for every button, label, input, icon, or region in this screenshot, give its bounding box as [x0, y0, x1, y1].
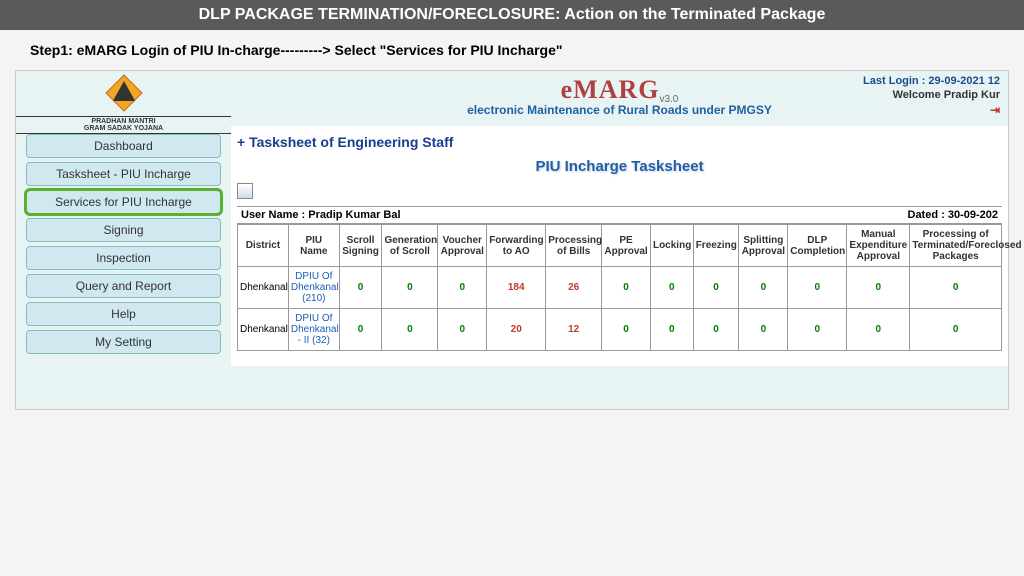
brand-main: eMARG: [561, 75, 660, 104]
col-header: Manual Expenditure Approval: [847, 225, 910, 267]
pmgsy-logo-icon: [104, 73, 144, 113]
tasksheet-table: DistrictPIU NameScroll SigningGeneration…: [237, 224, 1002, 351]
session-info: Last Login : 29-09-2021 12 Welcome Pradi…: [863, 75, 1000, 117]
col-header: Voucher Approval: [438, 225, 487, 267]
cell-value: 20: [487, 309, 546, 351]
cell-value: 184: [487, 267, 546, 309]
cell-value: 0: [438, 309, 487, 351]
page-banner: DLP PACKAGE TERMINATION/FORECLOSURE: Act…: [0, 0, 1024, 30]
col-header: Splitting Approval: [739, 225, 788, 267]
cell-value: 0: [602, 309, 651, 351]
content-subtitle: PIU Incharge Tasksheet: [237, 158, 1002, 175]
cell-value: 0: [693, 267, 739, 309]
step-label: Step1:: [30, 42, 73, 58]
cell-value: 0: [739, 267, 788, 309]
cell-value: 0: [602, 267, 651, 309]
cell-value: 0: [339, 267, 382, 309]
cell-value: 0: [693, 309, 739, 351]
table-row: DhenkanalDPIU Of Dhenkanal (210)00018426…: [238, 267, 1002, 309]
cell-value: 0: [788, 267, 847, 309]
sidebar-item-signing[interactable]: Signing: [26, 218, 221, 242]
cell-value: 0: [382, 267, 438, 309]
col-header: Freezing: [693, 225, 739, 267]
sidebar-item-tasksheet-piu-incharge[interactable]: Tasksheet - PIU Incharge: [26, 162, 221, 186]
col-header: Processing of Terminated/Foreclosed Pack…: [910, 225, 1002, 267]
sidebar-item-query-and-report[interactable]: Query and Report: [26, 274, 221, 298]
cell-value: 0: [847, 309, 910, 351]
col-header: Locking: [650, 225, 693, 267]
sidebar-item-my-setting[interactable]: My Setting: [26, 330, 221, 354]
sidebar: Dashboard Tasksheet - PIU Incharge Service…: [16, 126, 231, 366]
cell-value: 0: [339, 309, 382, 351]
cell-value: 0: [382, 309, 438, 351]
cell-piu-link[interactable]: DPIU Of Dhenkanal (210): [288, 267, 339, 309]
content-heading: + Tasksheet of Engineering Staff: [237, 134, 1002, 150]
logo-text: PRADHAN MANTRIGRAM SADAK YOJANA: [16, 116, 231, 134]
dated-label: Dated : 30-09-202: [908, 209, 999, 221]
cell-value: 0: [910, 309, 1002, 351]
cell-value: 0: [438, 267, 487, 309]
col-header: PIU Name: [288, 225, 339, 267]
step-body: eMARG Login of PIU In-charge---------> S…: [73, 42, 563, 58]
cell-value: 0: [739, 309, 788, 351]
col-header: Scroll Signing: [339, 225, 382, 267]
col-header: Processing of Bills: [546, 225, 602, 267]
username-row: User Name : Pradip Kumar Bal Dated : 30-…: [237, 206, 1002, 224]
col-header: PE Approval: [602, 225, 651, 267]
col-header: Generation of Scroll: [382, 225, 438, 267]
sidebar-item-services-for-piu-incharge[interactable]: Services for PIU Incharge: [26, 190, 221, 214]
cell-value: 0: [650, 267, 693, 309]
cell-value: 26: [546, 267, 602, 309]
logout-icon[interactable]: ⇥: [863, 103, 1000, 117]
content-area: + Tasksheet of Engineering Staff PIU Inc…: [231, 126, 1008, 366]
col-header: Forwarding to AO: [487, 225, 546, 267]
sidebar-item-dashboard[interactable]: Dashboard: [26, 134, 221, 158]
cell-piu-link[interactable]: DPIU Of Dhenkanal - II (32): [288, 309, 339, 351]
cell-district: Dhenkanal: [238, 267, 289, 309]
sidebar-item-help[interactable]: Help: [26, 302, 221, 326]
step-instruction: Step1: eMARG Login of PIU In-charge-----…: [0, 30, 1024, 70]
welcome-text: Welcome Pradip Kur: [863, 89, 1000, 101]
cell-value: 0: [910, 267, 1002, 309]
export-excel-icon[interactable]: [237, 183, 253, 199]
col-header: DLP Completion: [788, 225, 847, 267]
cell-value: 0: [650, 309, 693, 351]
col-header: District: [238, 225, 289, 267]
username-label: User Name : Pradip Kumar Bal: [241, 209, 401, 221]
table-row: DhenkanalDPIU Of Dhenkanal - II (32)0002…: [238, 309, 1002, 351]
logo-area: PRADHAN MANTRIGRAM SADAK YOJANA: [16, 71, 231, 126]
cell-value: 12: [546, 309, 602, 351]
app-header: PRADHAN MANTRIGRAM SADAK YOJANA eMARGv3.…: [16, 71, 1008, 126]
cell-value: 0: [847, 267, 910, 309]
sidebar-item-inspection[interactable]: Inspection: [26, 246, 221, 270]
last-login: Last Login : 29-09-2021 12: [863, 75, 1000, 87]
cell-district: Dhenkanal: [238, 309, 289, 351]
cell-value: 0: [788, 309, 847, 351]
app-window: PRADHAN MANTRIGRAM SADAK YOJANA eMARGv3.…: [15, 70, 1009, 410]
